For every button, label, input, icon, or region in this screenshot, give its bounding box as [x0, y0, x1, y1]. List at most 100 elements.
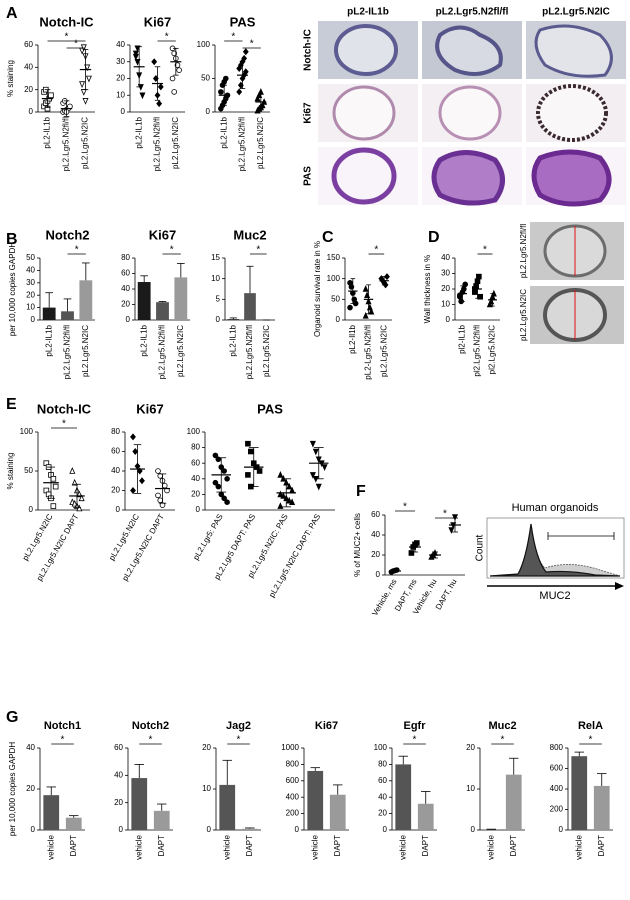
- bar: [174, 277, 188, 320]
- y-tick-label: 80: [111, 427, 120, 436]
- bar: [227, 319, 240, 320]
- bar: [244, 293, 256, 320]
- x-tick-label: pL2-Il1b: [348, 324, 357, 353]
- chart-title: Egfr: [404, 720, 427, 732]
- y-tick-label: 60: [24, 40, 33, 49]
- data-point: [286, 496, 293, 504]
- bar: [593, 785, 610, 830]
- y-tick-label: 100: [327, 274, 341, 283]
- data-point: [82, 98, 89, 105]
- y-tick-label: 40: [26, 743, 35, 752]
- significance-label: *: [170, 245, 174, 256]
- data-point: [413, 540, 420, 546]
- y-tick-label: 20: [24, 85, 33, 94]
- y-tick-label: 0: [206, 107, 211, 116]
- y-tick-label: 0: [29, 505, 34, 514]
- x-tick-label: pL2.Lgr5.N2IC: [171, 117, 180, 169]
- panel-letter: E: [6, 396, 17, 413]
- y-tick-label: 20: [26, 784, 35, 793]
- bar: [241, 828, 258, 830]
- x-tick-label: vehicle: [222, 834, 231, 859]
- y-tick-label: 40: [26, 266, 35, 275]
- x-tick-label: pL2.Lgr5.N2fl/fl: [62, 117, 71, 171]
- chart-title: Ki67: [136, 401, 163, 416]
- x-tick-label: vehicle: [310, 834, 319, 859]
- x-tick-label: pL2.Lgr5.N2IC: [256, 117, 265, 169]
- y-tick-label: 60: [121, 269, 130, 278]
- row-label: Notch-IC: [303, 29, 314, 71]
- data-point: [174, 62, 181, 68]
- y-tick-label: 100: [197, 40, 211, 49]
- bar: [395, 764, 412, 830]
- data-point: [50, 475, 57, 482]
- significance-label: *: [443, 509, 447, 520]
- y-tick-label: 50: [24, 466, 33, 475]
- data-point: [347, 304, 353, 311]
- data-point: [134, 58, 141, 66]
- data-point: [132, 50, 139, 58]
- y-tick-label: 0: [31, 315, 36, 324]
- column-label: pL2-IL1b: [347, 7, 389, 18]
- bar: [505, 774, 522, 830]
- y-tick-label: 20: [26, 290, 35, 299]
- significance-label: *: [61, 735, 65, 746]
- y-tick-label: 20: [371, 550, 380, 559]
- y-tick-label: 0: [446, 315, 451, 324]
- bar: [571, 756, 588, 830]
- y-tick-label: 40: [378, 792, 387, 801]
- x-tick-label: DAPT: [333, 835, 342, 856]
- chart-title: Ki67: [315, 720, 338, 732]
- data-point: [224, 475, 230, 482]
- x-tick-label: Vehicle, ms: [370, 578, 398, 618]
- x-tick-label: DAPT: [421, 835, 430, 856]
- y-tick-label: 20: [441, 284, 450, 293]
- chart-title: Ki67: [144, 14, 171, 29]
- panel-letter: A: [6, 5, 18, 22]
- bar: [329, 794, 346, 830]
- data-point: [362, 285, 369, 292]
- x-tick-label: vehicle: [486, 834, 495, 859]
- data-point: [448, 527, 455, 534]
- data-point: [384, 273, 390, 281]
- x-tick-label: DAPT: [597, 835, 606, 856]
- x-tick-label: DAPT: [157, 835, 166, 856]
- y-tick-label: 10: [211, 274, 220, 283]
- data-point: [245, 440, 251, 447]
- data-point: [134, 45, 141, 53]
- data-point: [212, 479, 219, 486]
- y-tick-label: 30: [116, 57, 125, 66]
- y-tick-label: 0: [119, 825, 124, 834]
- y-tick-label: 800: [550, 743, 564, 752]
- data-point: [169, 75, 176, 82]
- data-point: [277, 490, 284, 498]
- chart-title: PAS: [257, 401, 283, 416]
- image-label: pL2.Lgr5.N2fl/fl: [519, 224, 528, 278]
- data-point: [80, 44, 87, 52]
- data-point: [50, 503, 57, 509]
- y-tick-label: 400: [550, 784, 564, 793]
- data-point: [171, 50, 177, 57]
- x-tick-label: pL2-IL1b: [139, 324, 148, 356]
- y-axis-label: Organoid survival rate in %: [313, 241, 322, 337]
- x-tick-label: pL2.Lgr5.N2fl/fl: [238, 117, 247, 171]
- y-tick-label: 0: [295, 825, 300, 834]
- x-tick-label: pL2-IL1b: [228, 324, 237, 356]
- data-point: [241, 54, 248, 62]
- y-tick-label: 40: [441, 253, 450, 262]
- data-point: [476, 273, 482, 280]
- bar: [137, 282, 151, 320]
- y-tick-label: 40: [191, 474, 200, 483]
- significance-label: *: [374, 245, 378, 256]
- data-point: [161, 482, 168, 489]
- data-point: [248, 448, 254, 455]
- y-tick-label: 10: [441, 300, 450, 309]
- micrograph-grid: [318, 21, 626, 207]
- x-tick-label: DAPT: [509, 835, 518, 856]
- row-label: Ki67: [303, 102, 314, 124]
- data-point: [309, 440, 316, 448]
- data-point: [254, 94, 261, 102]
- data-point: [215, 483, 222, 490]
- y-tick-label: 100: [374, 743, 388, 752]
- chart-title: Notch2: [132, 720, 169, 732]
- significance-label: *: [589, 735, 593, 746]
